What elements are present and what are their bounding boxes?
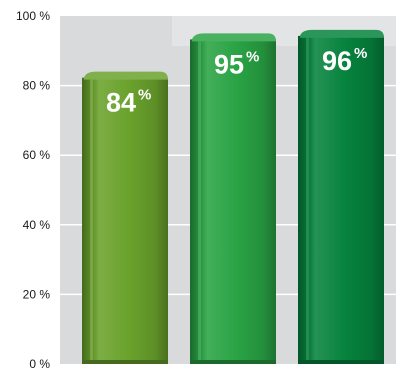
bar-value-label: 84 <box>106 88 136 118</box>
y-tick-label: 80 % <box>23 79 51 93</box>
bar-top-cap <box>84 71 168 80</box>
bar-group: 95% <box>190 33 276 365</box>
y-tick-label: 40 % <box>23 218 51 232</box>
y-axis: 0 % 20 % 40 % 60 % 80 % 100 % <box>16 9 50 371</box>
bar-edge-highlight <box>306 37 309 363</box>
bar <box>190 39 276 365</box>
bar <box>82 77 168 365</box>
bars: 84 %95% 96% <box>82 29 384 365</box>
bar-base <box>190 360 276 364</box>
bar-edge-highlight <box>90 79 93 363</box>
bar-group: 84% <box>82 71 168 365</box>
bar-value-label: 95 <box>214 49 244 79</box>
bar-value-unit: % <box>354 45 367 62</box>
y-tick-label: 100 % <box>16 9 50 23</box>
bar-base <box>298 360 384 364</box>
bar-value-unit: % <box>138 87 151 104</box>
bar-top-cap <box>192 33 276 42</box>
bar-value-unit: % <box>246 48 259 65</box>
bar-edge-highlight <box>198 41 201 363</box>
y-tick-label: 0 % <box>29 357 50 371</box>
bar-group: 96% <box>298 29 384 365</box>
y-tick-label: 60 % <box>23 148 51 162</box>
bar-value-label: 96 <box>322 46 352 76</box>
y-tick-label: 20 % <box>23 287 51 301</box>
bar-top-cap <box>300 29 384 38</box>
bar <box>298 35 384 365</box>
bar-base <box>82 360 168 364</box>
